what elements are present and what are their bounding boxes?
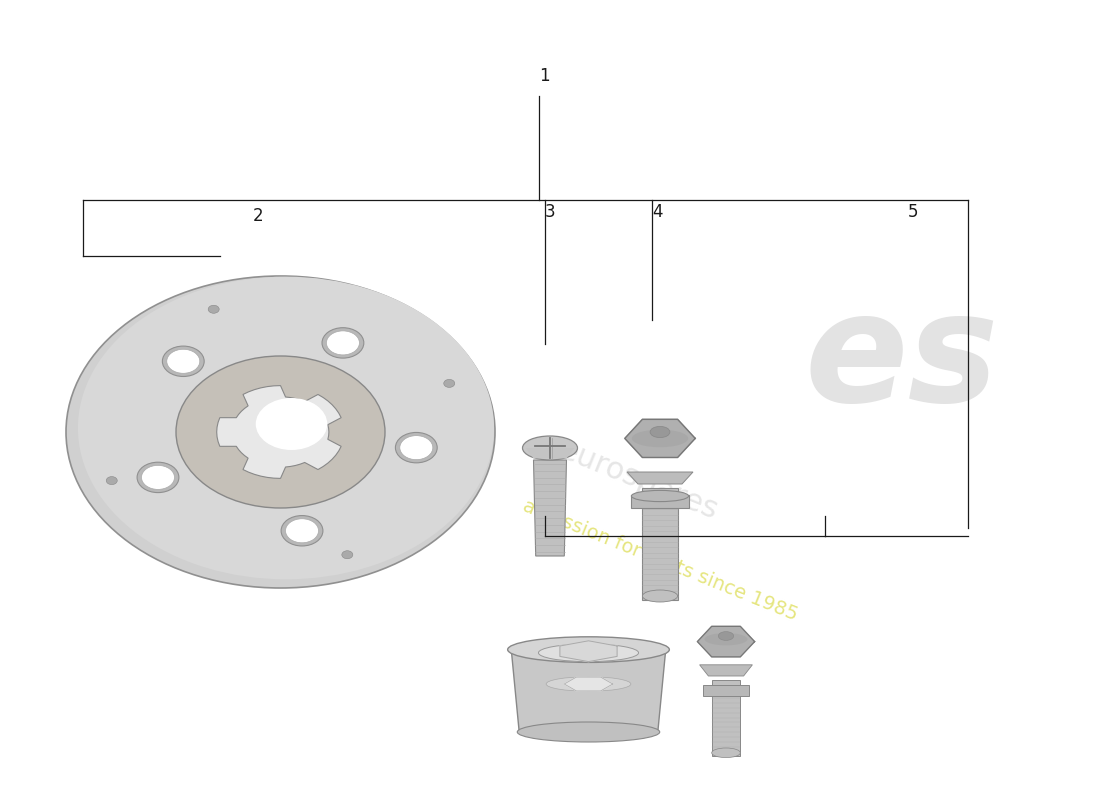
Ellipse shape — [399, 436, 432, 460]
Ellipse shape — [78, 277, 494, 579]
Ellipse shape — [395, 433, 437, 463]
FancyBboxPatch shape — [631, 495, 689, 508]
Polygon shape — [512, 652, 666, 732]
FancyBboxPatch shape — [703, 685, 749, 696]
Ellipse shape — [650, 426, 670, 438]
Ellipse shape — [142, 466, 175, 490]
Ellipse shape — [167, 350, 200, 374]
Ellipse shape — [327, 331, 360, 355]
Ellipse shape — [517, 722, 660, 742]
Polygon shape — [625, 419, 695, 458]
Ellipse shape — [282, 515, 323, 546]
Polygon shape — [534, 460, 566, 556]
Ellipse shape — [255, 398, 328, 450]
Ellipse shape — [163, 346, 205, 377]
Ellipse shape — [546, 677, 631, 691]
Ellipse shape — [342, 550, 353, 558]
Polygon shape — [627, 472, 693, 484]
Polygon shape — [564, 677, 613, 691]
Ellipse shape — [286, 518, 319, 542]
Ellipse shape — [631, 490, 689, 502]
Ellipse shape — [208, 306, 219, 314]
Text: es: es — [805, 286, 999, 434]
Polygon shape — [217, 386, 341, 478]
Ellipse shape — [522, 436, 578, 460]
Text: 3: 3 — [544, 203, 556, 221]
Ellipse shape — [712, 748, 740, 758]
Polygon shape — [697, 626, 755, 657]
Ellipse shape — [443, 379, 454, 387]
Ellipse shape — [322, 328, 364, 358]
Text: a passion for parts since 1985: a passion for parts since 1985 — [519, 496, 801, 624]
Text: 1: 1 — [539, 67, 550, 85]
Ellipse shape — [539, 644, 638, 662]
Ellipse shape — [704, 633, 748, 646]
Text: 2: 2 — [253, 207, 264, 225]
Ellipse shape — [66, 276, 495, 588]
Ellipse shape — [642, 590, 678, 602]
FancyBboxPatch shape — [712, 680, 740, 756]
Polygon shape — [700, 665, 752, 676]
Ellipse shape — [631, 430, 689, 447]
Ellipse shape — [138, 462, 179, 493]
Ellipse shape — [507, 637, 669, 662]
Text: 4: 4 — [652, 203, 663, 221]
Polygon shape — [526, 448, 574, 458]
Ellipse shape — [718, 632, 734, 640]
Ellipse shape — [176, 356, 385, 508]
FancyBboxPatch shape — [642, 488, 678, 600]
Ellipse shape — [107, 477, 118, 485]
Polygon shape — [560, 641, 617, 662]
Text: 5: 5 — [908, 203, 918, 221]
Text: eurospares: eurospares — [554, 435, 722, 525]
